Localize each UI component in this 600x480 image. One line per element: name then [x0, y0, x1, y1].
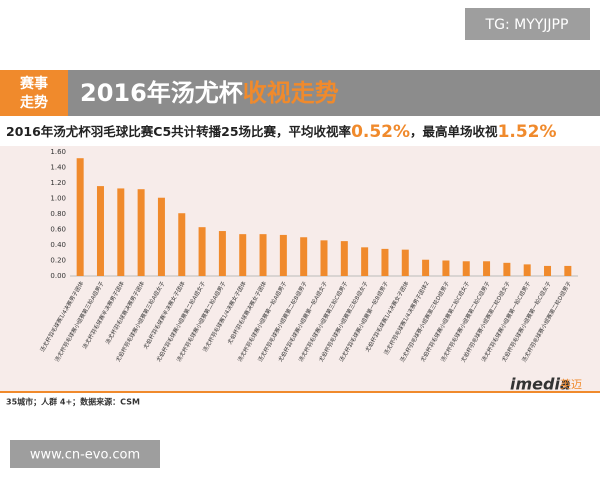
bar — [564, 265, 572, 276]
y-tick-label: 0.00 — [50, 272, 66, 280]
bar — [96, 186, 104, 276]
bar — [76, 158, 84, 276]
y-tick-label: 0.40 — [50, 241, 66, 249]
bar — [503, 262, 511, 276]
y-tick-label: 1.40 — [50, 164, 66, 172]
footer-note: 35城市；人群 4+；数据来源：CSM — [6, 397, 140, 408]
y-tick-label: 1.60 — [50, 148, 66, 156]
bar — [178, 213, 186, 276]
bar — [279, 234, 287, 276]
y-tick-label: 0.80 — [50, 210, 66, 218]
y-tick-label: 1.20 — [50, 179, 66, 187]
watermark-box — [465, 8, 590, 40]
bar — [117, 188, 125, 276]
bar — [320, 240, 328, 276]
watermark: TG: MYYJJPP — [485, 17, 569, 33]
bar — [361, 247, 369, 276]
bar — [523, 264, 531, 276]
bar — [544, 265, 552, 276]
bar — [239, 234, 247, 276]
badge-box — [0, 70, 68, 116]
logo-cn: 英迈 — [560, 377, 582, 391]
subtitle: 2016年汤尤杯羽毛球比赛C5共计转播25场比赛，平均收视率0.52%，最高单场… — [6, 122, 557, 142]
bar — [218, 231, 226, 276]
y-tick-label: 1.00 — [50, 195, 66, 203]
y-tick-label: 0.20 — [50, 257, 66, 265]
bar — [483, 261, 491, 276]
watermark-box — [10, 440, 160, 468]
bar — [300, 237, 308, 276]
bar — [259, 234, 267, 276]
bar — [462, 261, 470, 276]
bar — [340, 241, 348, 276]
y-tick-label: 0.60 — [50, 226, 66, 234]
header-title: 2016年汤尤杯收视走势 — [80, 79, 339, 107]
bar — [442, 260, 450, 276]
bar — [401, 249, 409, 276]
badge-text: 走势 — [20, 94, 48, 111]
bar — [157, 197, 165, 276]
logo: imedia — [510, 375, 571, 394]
badge-text: 赛事 — [19, 75, 48, 92]
watermark: www.cn-evo.com — [30, 448, 140, 463]
header-bar — [0, 70, 600, 116]
bar — [198, 227, 206, 276]
bar — [422, 259, 430, 276]
bar — [137, 189, 145, 276]
bar — [381, 248, 389, 276]
